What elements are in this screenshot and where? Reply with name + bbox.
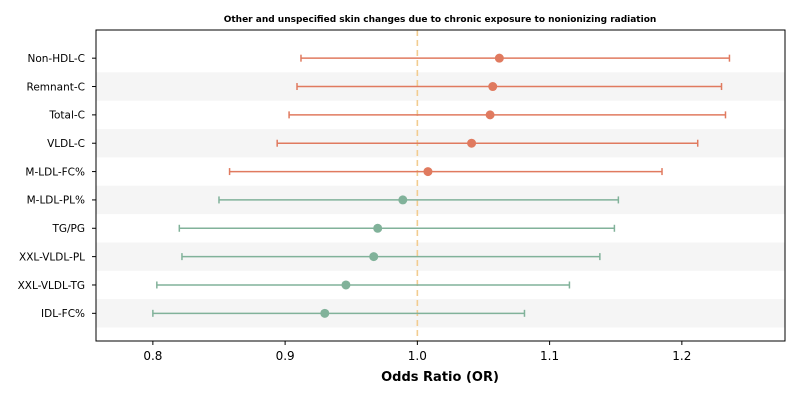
y-tick-label: Total-C bbox=[48, 110, 85, 122]
y-tick-label: IDL-FC% bbox=[41, 308, 85, 320]
or-point bbox=[373, 223, 383, 233]
y-tick-label: XXL-VLDL-PL bbox=[19, 251, 85, 263]
y-tick-label: XXL-VLDL-TG bbox=[18, 280, 85, 292]
or-point bbox=[494, 53, 504, 63]
or-point bbox=[320, 308, 330, 318]
x-tick-label: 0.8 bbox=[143, 349, 162, 363]
x-axis-label: Odds Ratio (OR) bbox=[381, 370, 499, 385]
x-tick-label: 1.0 bbox=[408, 349, 427, 363]
y-tick-label: VLDL-C bbox=[47, 138, 85, 150]
chart-title: Other and unspecified skin changes due t… bbox=[224, 15, 657, 25]
y-tick-label: M-LDL-FC% bbox=[25, 166, 85, 178]
or-point bbox=[341, 280, 351, 290]
x-tick-label: 1.1 bbox=[540, 349, 559, 363]
or-point bbox=[369, 252, 379, 262]
x-axis-ticks: 0.8 0.9 1.0 1.1 1.2 bbox=[143, 341, 691, 363]
x-tick-label: 0.9 bbox=[276, 349, 295, 363]
y-tick-label: Non-HDL-C bbox=[28, 53, 86, 65]
or-point bbox=[488, 82, 498, 92]
or-point bbox=[485, 110, 495, 120]
or-point bbox=[467, 138, 477, 148]
or-point bbox=[423, 167, 433, 177]
y-tick-label: M-LDL-PL% bbox=[27, 195, 85, 207]
or-point bbox=[398, 195, 408, 205]
y-tick-label: TG/PG bbox=[51, 223, 85, 235]
y-tick-label: Remnant-C bbox=[27, 81, 86, 93]
plot-frame bbox=[95, 29, 786, 342]
y-axis-labels: Non-HDL-C Remnant-C Total-C VLDL-C M-LDL-FC%… bbox=[18, 53, 96, 320]
x-tick-label: 1.2 bbox=[672, 349, 691, 363]
data-marks bbox=[152, 53, 731, 318]
